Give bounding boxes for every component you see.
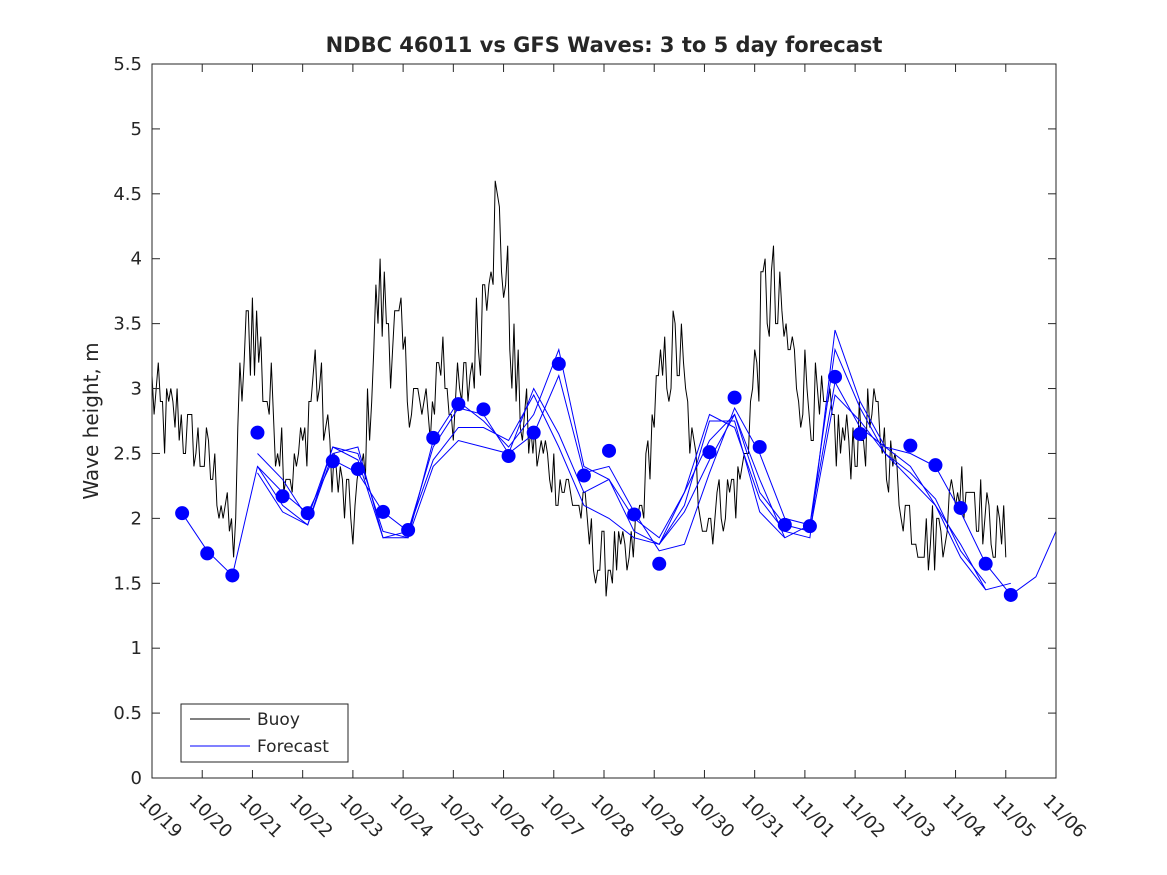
y-tick-label: 2 [131, 508, 142, 529]
forecast-marker [350, 462, 365, 477]
forecast-marker [250, 425, 265, 440]
y-tick-label: 4.5 [113, 184, 142, 205]
forecast-marker [551, 356, 566, 371]
y-axis: 0 0.5 1 1.5 2 2.5 3 3.5 4 4.5 5 5.5 [113, 54, 1056, 789]
y-tick-label: 5.5 [113, 54, 142, 75]
marker-layer [175, 356, 1018, 602]
forecast-marker [426, 430, 441, 445]
forecast-marker [727, 390, 742, 405]
forecast-marker [200, 546, 215, 561]
y-tick-label: 0 [131, 768, 142, 789]
forecast-marker [802, 519, 817, 534]
forecast-marker [978, 556, 993, 571]
forecast-marker [401, 523, 416, 538]
forecast-marker [526, 425, 541, 440]
forecast-marker [928, 458, 943, 473]
y-tick-label: 3.5 [113, 314, 142, 335]
forecast-marker [225, 568, 240, 583]
forecast-marker [953, 500, 968, 515]
forecast-run-line [658, 413, 786, 545]
series-layer [152, 180, 1056, 597]
forecast-marker [325, 454, 340, 469]
forecast-run-line [181, 374, 1056, 596]
chart-title: NDBC 46011 vs GFS Waves: 3 to 5 day fore… [326, 33, 883, 57]
forecast-marker [501, 449, 516, 464]
forecast-marker [1003, 587, 1018, 602]
legend-label-buoy: Buoy [257, 710, 300, 730]
forecast-marker [828, 369, 843, 384]
forecast-marker [376, 504, 391, 519]
y-tick-label: 3 [131, 379, 142, 400]
forecast-marker [451, 397, 466, 412]
forecast-marker [752, 439, 767, 454]
y-tick-label: 2.5 [113, 443, 142, 464]
forecast-marker [627, 507, 642, 522]
forecast-run-line [257, 347, 987, 584]
y-axis-label: Wave height, m [79, 342, 103, 499]
forecast-marker [275, 489, 290, 504]
forecast-run-line [257, 387, 987, 591]
legend: Buoy Forecast [180, 703, 349, 763]
forecast-marker [576, 468, 591, 483]
forecast-marker [476, 402, 491, 417]
forecast-run-line [257, 329, 1011, 591]
y-tick-label: 1 [131, 638, 142, 659]
forecast-marker [652, 556, 667, 571]
y-tick-label: 5 [131, 119, 142, 140]
forecast-marker [853, 426, 868, 441]
plot-area [152, 64, 1056, 778]
legend-box [180, 703, 349, 763]
y-tick-label: 1.5 [113, 573, 142, 594]
forecast-marker [300, 506, 315, 521]
forecast-marker [175, 506, 190, 521]
y-tick-label: 0.5 [113, 703, 142, 724]
legend-label-forecast: Forecast [257, 737, 329, 757]
forecast-marker [702, 445, 717, 460]
y-tick-label: 4 [131, 249, 142, 270]
buoy-series-line [152, 180, 1007, 597]
forecast-marker [903, 438, 918, 453]
forecast-marker [777, 517, 792, 532]
forecast-marker [602, 443, 617, 458]
